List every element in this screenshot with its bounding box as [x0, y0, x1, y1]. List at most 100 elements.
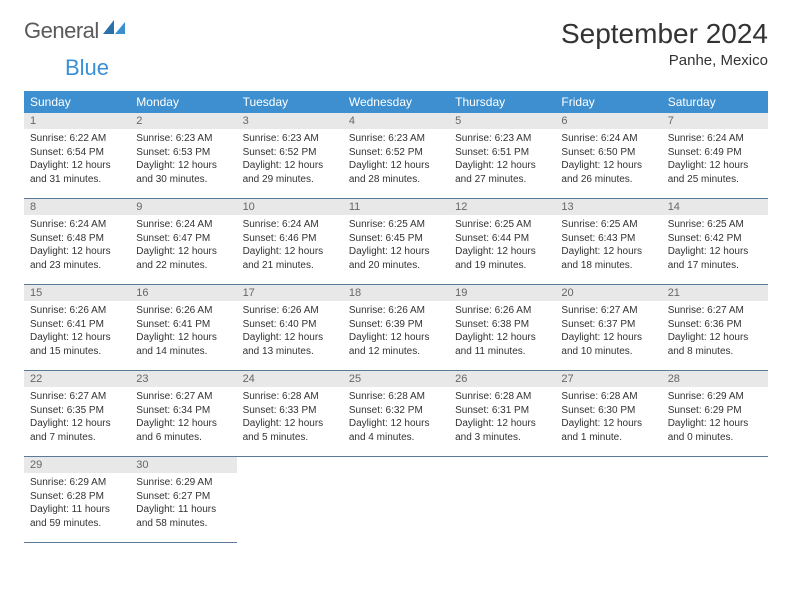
day-details: Sunrise: 6:28 AMSunset: 6:32 PMDaylight:… [343, 387, 449, 450]
day-dl2: and 13 minutes. [243, 345, 337, 359]
calendar-cell: 18Sunrise: 6:26 AMSunset: 6:39 PMDayligh… [343, 285, 449, 371]
day-sunset: Sunset: 6:27 PM [136, 490, 230, 504]
day-sunset: Sunset: 6:43 PM [561, 232, 655, 246]
weekday-header: Monday [130, 91, 236, 113]
day-dl1: Daylight: 12 hours [243, 159, 337, 173]
day-sunset: Sunset: 6:48 PM [30, 232, 124, 246]
day-number: 21 [662, 285, 768, 301]
calendar-cell: 5Sunrise: 6:23 AMSunset: 6:51 PMDaylight… [449, 113, 555, 199]
calendar-cell: 20Sunrise: 6:27 AMSunset: 6:37 PMDayligh… [555, 285, 661, 371]
day-sunrise: Sunrise: 6:25 AM [455, 218, 549, 232]
calendar-cell: 15Sunrise: 6:26 AMSunset: 6:41 PMDayligh… [24, 285, 130, 371]
day-sunset: Sunset: 6:37 PM [561, 318, 655, 332]
day-dl2: and 14 minutes. [136, 345, 230, 359]
day-dl1: Daylight: 12 hours [136, 331, 230, 345]
day-sunrise: Sunrise: 6:23 AM [136, 132, 230, 146]
day-details: Sunrise: 6:25 AMSunset: 6:43 PMDaylight:… [555, 215, 661, 278]
day-dl1: Daylight: 12 hours [349, 417, 443, 431]
day-dl1: Daylight: 12 hours [136, 417, 230, 431]
day-sunrise: Sunrise: 6:26 AM [243, 304, 337, 318]
day-sunset: Sunset: 6:44 PM [455, 232, 549, 246]
day-details: Sunrise: 6:23 AMSunset: 6:51 PMDaylight:… [449, 129, 555, 192]
calendar-cell: 27Sunrise: 6:28 AMSunset: 6:30 PMDayligh… [555, 371, 661, 457]
calendar-cell: 4Sunrise: 6:23 AMSunset: 6:52 PMDaylight… [343, 113, 449, 199]
calendar-cell: 28Sunrise: 6:29 AMSunset: 6:29 PMDayligh… [662, 371, 768, 457]
day-dl1: Daylight: 12 hours [668, 331, 762, 345]
calendar-cell [449, 457, 555, 543]
day-dl2: and 12 minutes. [349, 345, 443, 359]
weekday-header: Saturday [662, 91, 768, 113]
day-dl1: Daylight: 12 hours [243, 331, 337, 345]
day-sunrise: Sunrise: 6:28 AM [561, 390, 655, 404]
day-number: 23 [130, 371, 236, 387]
day-sunset: Sunset: 6:42 PM [668, 232, 762, 246]
calendar-row: 15Sunrise: 6:26 AMSunset: 6:41 PMDayligh… [24, 285, 768, 371]
calendar-cell: 1Sunrise: 6:22 AMSunset: 6:54 PMDaylight… [24, 113, 130, 199]
calendar-row: 29Sunrise: 6:29 AMSunset: 6:28 PMDayligh… [24, 457, 768, 543]
calendar-cell: 10Sunrise: 6:24 AMSunset: 6:46 PMDayligh… [237, 199, 343, 285]
day-dl1: Daylight: 12 hours [349, 159, 443, 173]
day-sunrise: Sunrise: 6:22 AM [30, 132, 124, 146]
day-sunset: Sunset: 6:54 PM [30, 146, 124, 160]
day-sunset: Sunset: 6:29 PM [668, 404, 762, 418]
day-sunset: Sunset: 6:51 PM [455, 146, 549, 160]
day-dl2: and 59 minutes. [30, 517, 124, 531]
day-sunrise: Sunrise: 6:26 AM [30, 304, 124, 318]
day-dl2: and 18 minutes. [561, 259, 655, 273]
day-dl1: Daylight: 12 hours [561, 245, 655, 259]
day-details: Sunrise: 6:25 AMSunset: 6:42 PMDaylight:… [662, 215, 768, 278]
day-number: 27 [555, 371, 661, 387]
day-details: Sunrise: 6:26 AMSunset: 6:40 PMDaylight:… [237, 301, 343, 364]
day-dl1: Daylight: 12 hours [668, 245, 762, 259]
day-number: 2 [130, 113, 236, 129]
calendar-cell: 2Sunrise: 6:23 AMSunset: 6:53 PMDaylight… [130, 113, 236, 199]
day-sunrise: Sunrise: 6:26 AM [455, 304, 549, 318]
day-sunset: Sunset: 6:41 PM [136, 318, 230, 332]
day-dl1: Daylight: 12 hours [561, 159, 655, 173]
day-number: 20 [555, 285, 661, 301]
day-dl2: and 3 minutes. [455, 431, 549, 445]
weekday-header: Friday [555, 91, 661, 113]
day-sunset: Sunset: 6:39 PM [349, 318, 443, 332]
day-details: Sunrise: 6:23 AMSunset: 6:52 PMDaylight:… [343, 129, 449, 192]
day-sunrise: Sunrise: 6:29 AM [136, 476, 230, 490]
day-number: 26 [449, 371, 555, 387]
day-number: 5 [449, 113, 555, 129]
calendar-table: Sunday Monday Tuesday Wednesday Thursday… [24, 91, 768, 543]
day-number: 15 [24, 285, 130, 301]
calendar-row: 8Sunrise: 6:24 AMSunset: 6:48 PMDaylight… [24, 199, 768, 285]
day-number: 28 [662, 371, 768, 387]
weekday-header: Thursday [449, 91, 555, 113]
day-details: Sunrise: 6:25 AMSunset: 6:44 PMDaylight:… [449, 215, 555, 278]
weekday-header: Wednesday [343, 91, 449, 113]
day-dl2: and 30 minutes. [136, 173, 230, 187]
logo: General [24, 18, 127, 44]
day-dl2: and 21 minutes. [243, 259, 337, 273]
day-number: 12 [449, 199, 555, 215]
day-sunrise: Sunrise: 6:25 AM [349, 218, 443, 232]
day-dl2: and 0 minutes. [668, 431, 762, 445]
day-dl1: Daylight: 12 hours [455, 245, 549, 259]
logo-sail-icon [103, 20, 125, 36]
day-dl2: and 1 minute. [561, 431, 655, 445]
day-number: 25 [343, 371, 449, 387]
day-sunrise: Sunrise: 6:29 AM [30, 476, 124, 490]
day-sunrise: Sunrise: 6:27 AM [30, 390, 124, 404]
calendar-cell: 8Sunrise: 6:24 AMSunset: 6:48 PMDaylight… [24, 199, 130, 285]
calendar-cell: 14Sunrise: 6:25 AMSunset: 6:42 PMDayligh… [662, 199, 768, 285]
day-details: Sunrise: 6:22 AMSunset: 6:54 PMDaylight:… [24, 129, 130, 192]
day-dl2: and 20 minutes. [349, 259, 443, 273]
day-number: 17 [237, 285, 343, 301]
day-dl2: and 58 minutes. [136, 517, 230, 531]
title-block: September 2024 Panhe, Mexico [561, 18, 768, 69]
day-details: Sunrise: 6:26 AMSunset: 6:41 PMDaylight:… [130, 301, 236, 364]
day-sunset: Sunset: 6:46 PM [243, 232, 337, 246]
day-sunrise: Sunrise: 6:25 AM [668, 218, 762, 232]
day-dl1: Daylight: 12 hours [349, 245, 443, 259]
day-dl2: and 31 minutes. [30, 173, 124, 187]
day-sunset: Sunset: 6:28 PM [30, 490, 124, 504]
day-dl1: Daylight: 12 hours [30, 245, 124, 259]
day-sunrise: Sunrise: 6:27 AM [561, 304, 655, 318]
day-details: Sunrise: 6:28 AMSunset: 6:31 PMDaylight:… [449, 387, 555, 450]
day-dl2: and 10 minutes. [561, 345, 655, 359]
